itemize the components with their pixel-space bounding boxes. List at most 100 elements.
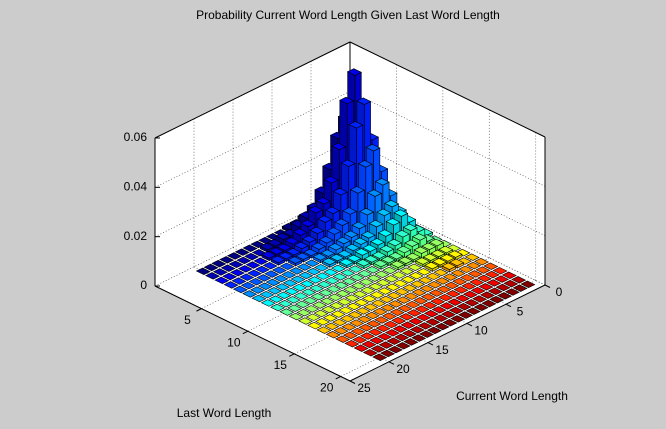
x-axis-label: Current Word Length: [456, 389, 568, 403]
bar: [501, 271, 517, 279]
bar: [352, 336, 368, 344]
bar: [473, 303, 489, 312]
bar-top: [310, 242, 326, 250]
bar-top: [352, 290, 368, 298]
bar-top: [414, 305, 430, 313]
bar-top: [310, 292, 326, 301]
bar: [321, 305, 337, 314]
bar-top: [203, 263, 219, 272]
x-tick-label: 0: [556, 285, 563, 299]
bar-top: [322, 314, 338, 322]
bar-top: [334, 218, 350, 226]
bar-top: [304, 259, 320, 267]
bar: [484, 270, 500, 279]
bar-top: [347, 311, 363, 319]
bar-top: [408, 317, 424, 326]
bar: [472, 295, 488, 303]
bar-top: [465, 307, 481, 315]
bar-top: [392, 279, 409, 288]
z-tick-label: 0.06: [124, 130, 148, 144]
bar-top: [444, 281, 460, 290]
y-axis-label: Last Word Length: [177, 406, 272, 420]
bar-top: [489, 295, 505, 304]
bar: [251, 294, 267, 303]
bar-top: [390, 260, 406, 268]
bar: [281, 271, 297, 279]
bar: [355, 307, 371, 315]
bar-top: [426, 326, 442, 335]
bar-top: [335, 236, 351, 245]
z-tick-label: 0.02: [124, 229, 148, 243]
bar: [402, 284, 418, 292]
bar-top: [401, 329, 417, 338]
bar-top: [254, 265, 270, 274]
bar: [347, 311, 363, 319]
bar-top: [381, 312, 397, 320]
bar: [434, 277, 451, 285]
bar-top: [315, 272, 331, 280]
bar-top: [437, 293, 453, 302]
bar: [467, 270, 483, 278]
bar-top: [383, 275, 399, 283]
axis-line: [154, 41, 351, 139]
bar: [287, 304, 303, 312]
bar-top: [275, 232, 291, 241]
bar: [445, 290, 461, 298]
bar-top: [377, 287, 393, 295]
bar-top: [346, 68, 362, 76]
bar-top: [420, 293, 436, 301]
bar-top: [345, 243, 361, 252]
bar-top: [232, 285, 248, 294]
bar-top: [291, 283, 308, 292]
bar-top: [325, 330, 341, 339]
bar-top: [422, 253, 438, 261]
x-tick-label: 20: [396, 362, 410, 376]
bar-top: [314, 318, 331, 326]
bar: [400, 275, 416, 284]
axis-line: [154, 285, 351, 382]
side-wall: [350, 42, 545, 285]
bar-top: [413, 246, 429, 254]
bar-top: [220, 264, 236, 272]
bar: [476, 274, 492, 283]
bar: [395, 296, 412, 304]
bar-top: [259, 242, 275, 251]
bar: [437, 293, 453, 302]
bar-top: [392, 325, 408, 333]
bar: [394, 333, 410, 342]
bar-top: [411, 288, 427, 297]
bar: [424, 261, 440, 272]
bar: [279, 262, 295, 271]
bar-top: [222, 272, 238, 281]
bar: [343, 286, 359, 294]
bar-top: [211, 259, 227, 268]
bar-top: [332, 318, 348, 327]
bar-top: [442, 273, 458, 281]
bar: [456, 257, 472, 265]
bar-top: [343, 230, 359, 238]
bar-top: [366, 189, 383, 197]
bar-top: [274, 283, 290, 291]
bar: [247, 269, 263, 278]
bar-top: [247, 269, 263, 278]
bar-top: [384, 199, 400, 208]
bar: [294, 300, 310, 309]
bar-top: [332, 187, 348, 196]
bar: [398, 313, 414, 321]
bar: [335, 335, 351, 343]
bar-top: [378, 295, 394, 304]
bar-top: [240, 281, 256, 290]
bar: [232, 285, 248, 294]
y-tick: [196, 308, 202, 312]
bar: [274, 283, 290, 291]
bar-top: [487, 287, 503, 295]
bar-top: [395, 296, 412, 304]
bar: [236, 256, 252, 265]
bar-top: [431, 306, 447, 314]
bar: [403, 338, 419, 346]
bar: [231, 277, 247, 285]
bar: [417, 322, 433, 330]
bar: [387, 345, 403, 354]
bar-top: [257, 282, 273, 290]
bar: [332, 318, 348, 327]
